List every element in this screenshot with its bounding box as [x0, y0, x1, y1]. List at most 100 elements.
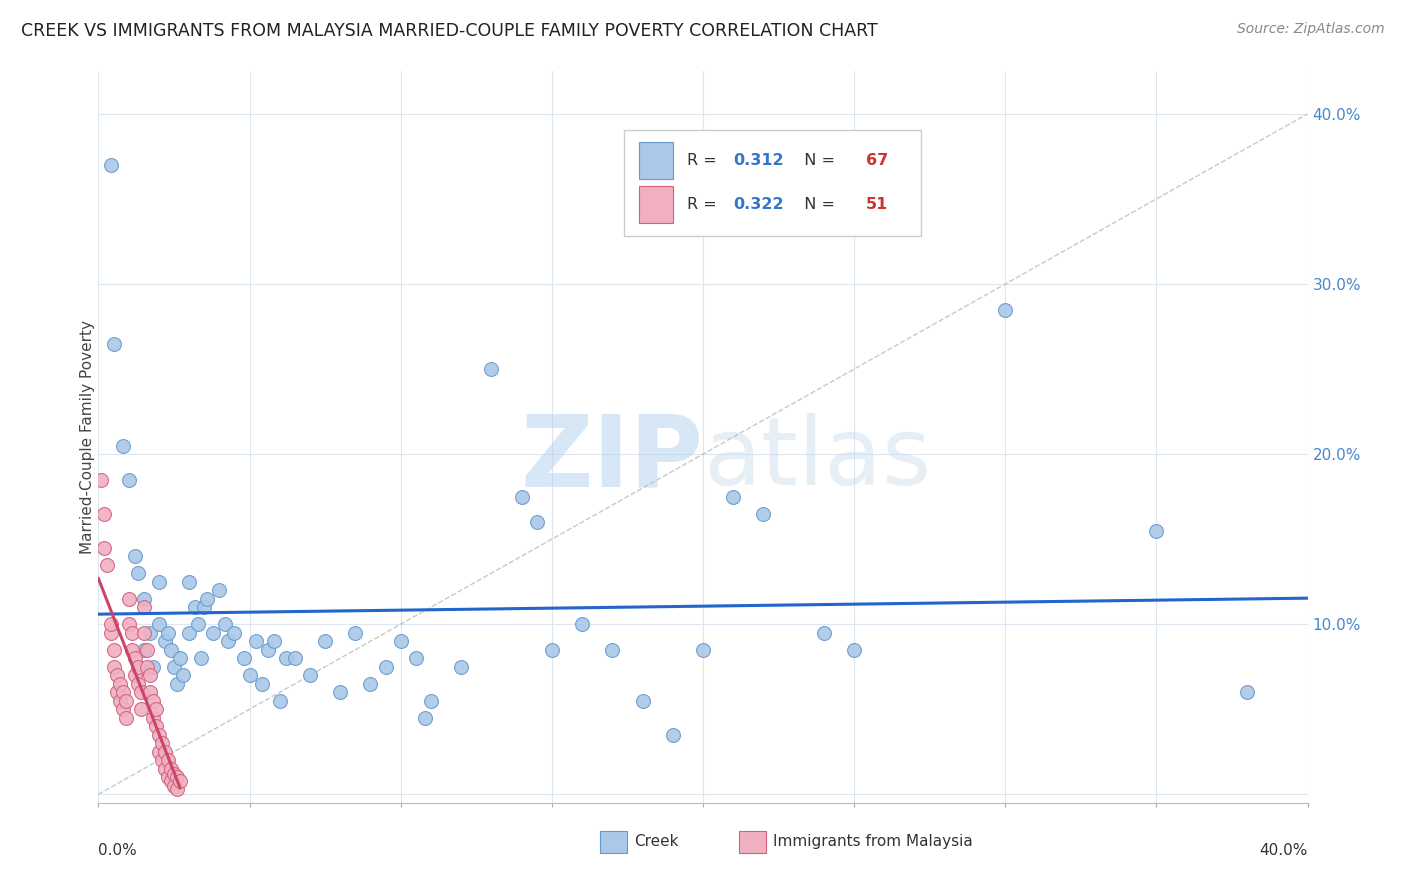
- Point: [166, 677, 188, 691]
- Text: CREEK VS IMMIGRANTS FROM MALAYSIA MARRIED-COUPLE FAMILY POVERTY CORRELATION CHAR: CREEK VS IMMIGRANTS FROM MALAYSIA MARRIE…: [21, 22, 877, 40]
- Text: N =: N =: [793, 153, 839, 168]
- Point: [166, 782, 188, 797]
- Point: [250, 677, 273, 691]
- Point: [103, 336, 125, 351]
- FancyBboxPatch shape: [624, 130, 921, 235]
- Point: [153, 762, 176, 776]
- Point: [160, 642, 183, 657]
- Point: [299, 668, 322, 682]
- Point: [114, 711, 136, 725]
- Point: [127, 566, 149, 581]
- Point: [217, 634, 239, 648]
- Point: [121, 625, 143, 640]
- Point: [389, 634, 412, 648]
- Point: [813, 625, 835, 640]
- Point: [481, 362, 503, 376]
- Point: [156, 770, 179, 784]
- Text: 40.0%: 40.0%: [1260, 843, 1308, 858]
- Point: [160, 762, 183, 776]
- Point: [179, 574, 201, 589]
- Text: Creek: Creek: [634, 834, 679, 849]
- Point: [224, 625, 246, 640]
- Point: [100, 617, 122, 632]
- Point: [413, 711, 436, 725]
- Text: 0.312: 0.312: [734, 153, 785, 168]
- Text: Immigrants from Malaysia: Immigrants from Malaysia: [773, 834, 973, 849]
- Bar: [638, 186, 673, 223]
- Point: [156, 625, 179, 640]
- Point: [540, 642, 562, 657]
- Point: [329, 685, 352, 699]
- Point: [263, 634, 285, 648]
- Point: [93, 541, 115, 555]
- Point: [114, 694, 136, 708]
- Point: [187, 617, 209, 632]
- Point: [166, 770, 188, 784]
- Point: [118, 617, 141, 632]
- Point: [214, 617, 236, 632]
- Point: [145, 719, 167, 733]
- Point: [108, 677, 131, 691]
- Point: [450, 659, 472, 673]
- Point: [239, 668, 262, 682]
- Point: [232, 651, 254, 665]
- Point: [127, 677, 149, 691]
- Point: [163, 767, 186, 781]
- Text: ZIP: ZIP: [520, 410, 703, 508]
- Point: [195, 591, 218, 606]
- Point: [169, 651, 191, 665]
- Point: [314, 634, 336, 648]
- Point: [374, 659, 396, 673]
- Point: [90, 473, 112, 487]
- Point: [135, 642, 157, 657]
- Point: [100, 625, 122, 640]
- Point: [142, 659, 165, 673]
- Text: R =: R =: [688, 153, 723, 168]
- Point: [692, 642, 714, 657]
- Point: [172, 668, 194, 682]
- Point: [139, 625, 162, 640]
- Point: [602, 642, 624, 657]
- Point: [150, 736, 173, 750]
- Point: [510, 490, 533, 504]
- Bar: [740, 830, 766, 853]
- Point: [111, 439, 134, 453]
- Text: 0.0%: 0.0%: [98, 843, 138, 858]
- Point: [142, 711, 165, 725]
- Point: [142, 694, 165, 708]
- Text: Source: ZipAtlas.com: Source: ZipAtlas.com: [1237, 22, 1385, 37]
- Point: [129, 702, 152, 716]
- Text: 67: 67: [866, 153, 889, 168]
- Point: [202, 625, 225, 640]
- Text: atlas: atlas: [703, 413, 931, 505]
- Point: [284, 651, 307, 665]
- Point: [752, 507, 775, 521]
- Point: [96, 558, 118, 572]
- Point: [1236, 685, 1258, 699]
- Point: [571, 617, 593, 632]
- Point: [661, 728, 683, 742]
- Point: [132, 642, 155, 657]
- Point: [132, 600, 155, 615]
- Bar: [600, 830, 627, 853]
- Point: [631, 694, 654, 708]
- Point: [105, 685, 128, 699]
- Point: [1144, 524, 1167, 538]
- Point: [105, 668, 128, 682]
- Text: N =: N =: [793, 197, 839, 212]
- Point: [139, 685, 162, 699]
- Point: [135, 659, 157, 673]
- Point: [111, 685, 134, 699]
- Point: [148, 574, 170, 589]
- Point: [139, 668, 162, 682]
- Point: [150, 753, 173, 767]
- Point: [844, 642, 866, 657]
- Point: [274, 651, 297, 665]
- Point: [360, 677, 382, 691]
- Point: [160, 773, 183, 788]
- Point: [148, 745, 170, 759]
- Point: [156, 753, 179, 767]
- Point: [344, 625, 367, 640]
- Point: [124, 668, 146, 682]
- Point: [100, 158, 122, 172]
